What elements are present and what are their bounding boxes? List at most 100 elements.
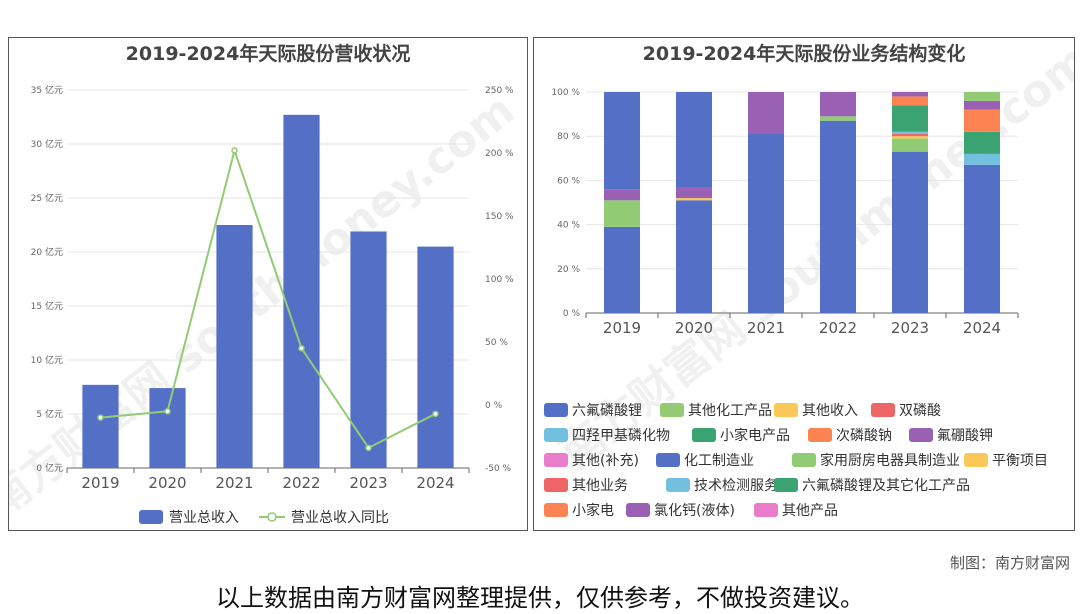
yoy-point: [231, 147, 238, 154]
legend-label: 技术检测服务: [694, 478, 778, 494]
legend-swatch: [660, 403, 684, 417]
legend-label: 氯化钙(液体): [654, 503, 735, 519]
stacked-bar-segment: [892, 96, 928, 106]
y-tick-label: 40 %: [557, 221, 580, 231]
legend-swatch-yoy-marker: [267, 512, 277, 522]
legend-swatch: [754, 503, 778, 517]
legend-swatch: [544, 478, 568, 492]
yoy-point: [97, 414, 104, 421]
legend-label: 化工制造业: [684, 453, 754, 469]
stacked-bar-segment: [964, 100, 1000, 110]
stacked-bar-segment: [892, 133, 928, 137]
x-tick-label: 2024: [963, 319, 1001, 337]
stacked-bar-segment: [892, 151, 928, 313]
revenue-chart-panel: 南方财富网 southmoney.com 2019-2024年天际股份营收状况 0 …: [0, 37, 528, 531]
legend-swatch: [544, 428, 568, 442]
legend-swatch: [666, 478, 690, 492]
revenue-chart: 南方财富网 southmoney.com2019-2024年天际股份营收状况0 …: [0, 42, 524, 529]
legend-swatch: [626, 503, 650, 517]
stacked-bar-segment: [820, 120, 856, 313]
y-left-tick-label: 35 亿元: [31, 84, 63, 96]
stacked-bar-segment: [676, 200, 712, 313]
y-right-tick-label: 200 %: [485, 149, 514, 159]
x-tick-label: 2022: [282, 474, 320, 492]
y-left-tick-label: 20 亿元: [31, 246, 63, 258]
y-left-tick-label: 15 亿元: [31, 300, 63, 312]
business-structure-chart: 南方财富网 southmoney.com2019-2024年天际股份业务结构变化…: [544, 34, 1080, 519]
legend-swatch: [964, 453, 988, 467]
disclaimer: 以上数据由南方财富网整理提供，仅供参考，不做投资建议。: [216, 584, 864, 612]
legend-label: 其他(补充): [572, 453, 639, 469]
legend-label: 其他化工产品: [688, 403, 772, 419]
y-right-tick-label: -50 %: [485, 464, 512, 474]
stacked-bar-segment: [676, 187, 712, 199]
y-tick-label: 20 %: [557, 265, 580, 275]
y-right-tick-label: 150 %: [485, 212, 514, 222]
stacked-bar-segment: [964, 153, 1000, 165]
yoy-point: [164, 408, 171, 415]
stacked-bar-segment: [892, 136, 928, 139]
legend-swatch: [774, 478, 798, 492]
x-tick-label: 2021: [747, 319, 785, 337]
stacked-bar-segment: [604, 226, 640, 313]
x-tick-label: 2024: [416, 474, 454, 492]
x-tick-label: 2020: [675, 319, 713, 337]
y-tick-label: 100 %: [551, 88, 580, 98]
stacked-bar-segment: [964, 131, 1000, 154]
y-tick-label: 80 %: [557, 132, 580, 142]
x-tick-label: 2022: [819, 319, 857, 337]
revenue-bar: [82, 384, 119, 468]
legend-swatch: [544, 503, 568, 517]
yoy-point: [365, 444, 372, 452]
x-tick-label: 2021: [215, 474, 253, 492]
yoy-point: [432, 410, 439, 418]
legend-label: 小家电: [572, 502, 614, 519]
legend-swatch: [792, 453, 816, 467]
legend-swatch: [774, 403, 798, 417]
stacked-bar-segment: [964, 92, 1000, 101]
legend-label: 其他业务: [572, 478, 628, 494]
legend-swatch: [544, 453, 568, 467]
legend-label: 六氟磷酸锂及其它化工产品: [802, 477, 970, 494]
stacked-bar-segment: [892, 105, 928, 132]
legend-label: 四羟甲基磷化物: [572, 427, 670, 444]
legend-label: 次磷酸钠: [836, 428, 892, 444]
legend-label: 双磷酸: [899, 403, 941, 419]
legend-swatch: [544, 403, 568, 417]
chart-title: 2019-2024年天际股份营收状况: [126, 42, 411, 65]
y-left-tick-label: 0 亿元: [36, 462, 63, 474]
legend-label: 六氟磷酸锂: [572, 403, 642, 419]
y-tick-label: 0 %: [563, 309, 581, 319]
y-right-tick-label: 50 %: [485, 338, 508, 348]
revenue-bar: [283, 114, 320, 468]
yoy-point: [298, 345, 305, 352]
legend-swatch: [871, 403, 895, 417]
stacked-bar-segment: [892, 138, 928, 152]
y-left-tick-label: 10 亿元: [31, 354, 63, 366]
legend-label: 其他收入: [802, 403, 858, 419]
legend-swatch-revenue: [139, 510, 163, 524]
business-structure-chart-panel: 南方财富网 southmoney.com 2019-2024年天际股份业务结构变化…: [533, 34, 1080, 531]
yoy-line: [100, 146, 436, 450]
legend-swatch: [909, 428, 933, 442]
stacked-bar-segment: [604, 92, 640, 190]
x-tick-label: 2020: [148, 474, 186, 492]
stacked-bar-segment: [964, 164, 1000, 313]
legend-label: 氟硼酸钾: [937, 428, 993, 444]
stacked-bar-segment: [604, 200, 640, 227]
y-right-tick-label: 250 %: [485, 86, 514, 96]
stacked-bar-segment: [748, 92, 784, 134]
legend-label: 家用厨房电器具制造业: [820, 452, 960, 469]
y-tick-label: 60 %: [557, 176, 580, 186]
stacked-bar-segment: [820, 92, 856, 117]
stacked-bar-segment: [892, 92, 928, 97]
y-left-tick-label: 25 亿元: [31, 192, 63, 204]
revenue-bar: [417, 246, 454, 468]
legend-label: 小家电产品: [720, 427, 790, 444]
legend-swatch: [656, 453, 680, 467]
revenue-bar: [216, 225, 253, 468]
legend-swatch: [808, 428, 832, 442]
stacked-bar-segment: [820, 116, 856, 121]
stacked-bar-segment: [964, 109, 1000, 132]
y-right-tick-label: 100 %: [485, 275, 514, 285]
